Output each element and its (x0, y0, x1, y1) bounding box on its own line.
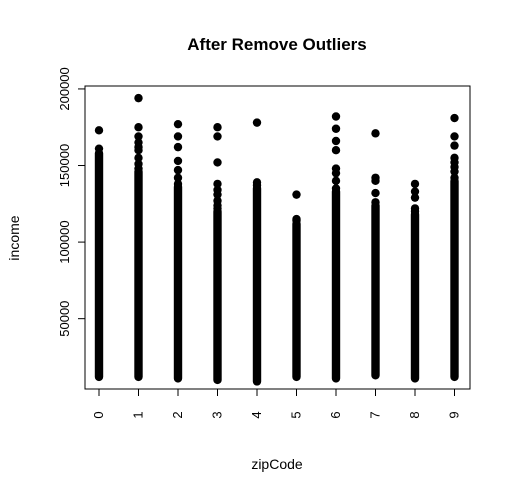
data-point (450, 173, 459, 182)
x-axis: 0 1 2 3 4 5 6 7 8 9 (91, 389, 462, 419)
data-point (252, 178, 262, 187)
data-point (134, 138, 143, 147)
data-point (410, 204, 420, 213)
data-point (134, 153, 143, 163)
data-point (173, 179, 183, 189)
data-point (173, 142, 183, 152)
data-point (410, 193, 420, 202)
y-axis-label: income (6, 215, 22, 260)
y-tick-label: 100000 (57, 220, 72, 263)
y-tick-label: 150000 (57, 144, 72, 187)
x-tick-label: 8 (407, 411, 422, 418)
data-point (371, 198, 380, 207)
data-point (331, 136, 341, 146)
plot-frame (84, 85, 471, 390)
data-point (173, 132, 183, 141)
data-point (450, 113, 459, 123)
data-point (252, 118, 262, 127)
data-point (213, 132, 222, 141)
data-point (371, 173, 380, 182)
data-point (331, 146, 341, 155)
x-tick-label: 5 (289, 411, 304, 418)
data-point (331, 164, 341, 173)
data-point (292, 190, 301, 199)
x-tick-label: 7 (368, 411, 383, 418)
x-tick-label: 6 (328, 411, 343, 418)
data-point (134, 93, 143, 103)
data-point (450, 132, 459, 141)
data-point (173, 156, 183, 166)
data-point (292, 214, 301, 224)
data-point (213, 123, 222, 132)
data-point (173, 173, 183, 182)
x-tick-label: 9 (447, 411, 462, 418)
x-tick-label: 4 (249, 411, 264, 418)
chart-title: After Remove Outliers (187, 35, 367, 54)
data-points (94, 93, 459, 386)
data-point (134, 159, 143, 169)
data-point (450, 153, 459, 163)
x-tick-label: 1 (131, 411, 146, 418)
data-point (410, 179, 420, 189)
data-point (213, 185, 222, 195)
y-tick-label: 200000 (57, 67, 72, 110)
data-point (371, 129, 380, 138)
data-point (134, 132, 143, 141)
data-point (410, 187, 420, 196)
data-point (331, 124, 341, 133)
y-tick-label: 50000 (57, 301, 72, 337)
data-point (331, 176, 341, 186)
data-point (94, 144, 104, 153)
data-point (173, 165, 183, 175)
data-point (331, 112, 341, 121)
x-tick-label: 0 (91, 411, 106, 418)
data-point (331, 184, 341, 193)
data-point (94, 126, 104, 135)
y-axis: 50000 100000 150000 200000 (57, 67, 85, 337)
x-tick-label: 2 (170, 411, 185, 418)
data-point (213, 158, 222, 167)
data-point (371, 188, 380, 198)
x-tick-label: 3 (210, 411, 225, 418)
data-point (450, 141, 459, 150)
x-axis-label: zipCode (251, 456, 303, 472)
data-point (134, 123, 143, 132)
data-point (213, 196, 222, 205)
data-point (173, 119, 183, 129)
data-point (213, 179, 222, 189)
